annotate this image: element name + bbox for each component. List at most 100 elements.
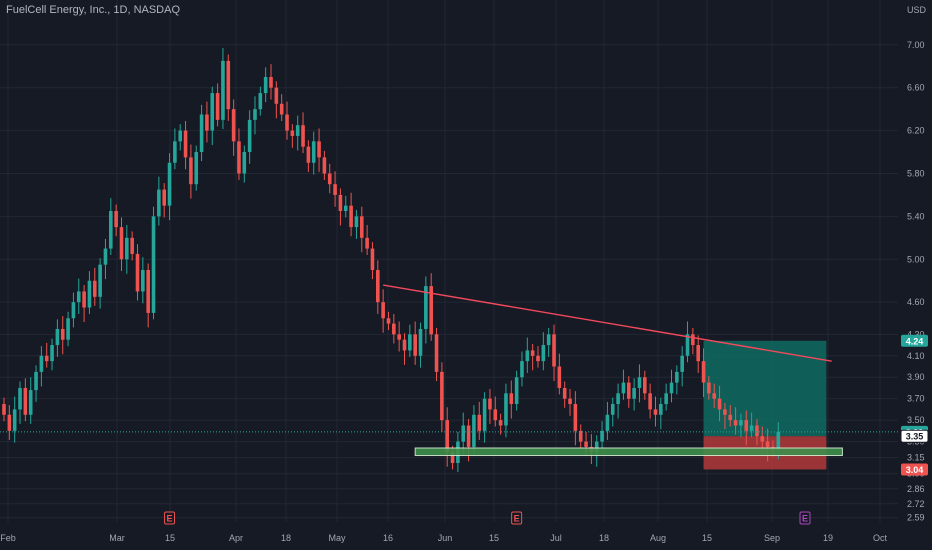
- x-tick-label: 19: [823, 533, 833, 543]
- candle-body: [413, 334, 417, 356]
- candle-body: [685, 334, 690, 356]
- candle-body: [498, 420, 503, 426]
- candle-body: [167, 162, 172, 206]
- candle-body: [205, 114, 209, 131]
- earnings-marker-label: E: [802, 514, 808, 524]
- y-tick-label: 3.90: [907, 372, 925, 382]
- candle-body: [39, 355, 44, 372]
- candle-body: [568, 398, 572, 405]
- candle-body: [253, 109, 257, 120]
- x-tick-label: Apr: [229, 533, 243, 543]
- candle-body: [237, 141, 241, 174]
- time-axis[interactable]: Feb Mar 15 Apr 18 May 16 Jun 15 Jul 18 Aug 15 Sep 19 Oc…: [0, 533, 887, 543]
- y-tick-label: 5.80: [907, 168, 925, 178]
- candle-body: [493, 409, 498, 421]
- candle-body: [509, 393, 514, 405]
- candle-body: [675, 371, 679, 383]
- x-tick-label: 18: [281, 533, 291, 543]
- candle-body: [557, 366, 562, 388]
- candle-body: [109, 211, 113, 249]
- candle-body: [18, 387, 22, 410]
- x-tick-label: Jul: [550, 533, 562, 543]
- candle-body: [392, 323, 396, 335]
- candle-body: [157, 189, 161, 217]
- x-tick-label: Sep: [764, 533, 780, 543]
- candle-body: [279, 103, 284, 115]
- candle-body: [306, 146, 311, 163]
- candle-body: [482, 398, 487, 431]
- candle-body: [696, 345, 700, 362]
- x-tick-label: 15: [489, 533, 499, 543]
- candle-body: [578, 430, 583, 442]
- candle-body: [311, 141, 316, 163]
- y-tick-label: 5.00: [907, 254, 925, 264]
- candle-body: [477, 414, 482, 431]
- candle-body: [600, 430, 604, 442]
- candle-body: [707, 382, 711, 394]
- candle-body: [263, 76, 268, 94]
- candle-body: [765, 441, 770, 447]
- y-tick-label: 4.60: [907, 297, 925, 307]
- candle-body: [221, 60, 225, 120]
- price-tag-crosshair-label: 3.35: [906, 432, 924, 442]
- candle-body: [616, 393, 620, 405]
- earnings-marker-label: E: [514, 514, 520, 524]
- y-tick-label: 5.40: [907, 211, 925, 221]
- candle-body: [135, 253, 140, 292]
- candle-body: [621, 382, 626, 394]
- x-tick-label: Mar: [109, 533, 125, 543]
- candle-body: [402, 339, 407, 351]
- candle-body: [717, 398, 722, 410]
- x-tick-label: Jun: [438, 533, 453, 543]
- candle-body: [349, 205, 353, 228]
- candle-body: [322, 157, 327, 174]
- candle-body: [728, 414, 733, 421]
- candle-body: [141, 270, 145, 292]
- candle-body: [354, 216, 359, 228]
- price-axis[interactable]: 7.00 6.60 6.20 5.80 5.40 5.00 4.60 4.30 4.10 3.90…: [907, 5, 927, 523]
- candle-body: [44, 355, 49, 362]
- chart-title: FuelCell Energy, Inc., 1D, NASDAQ: [6, 4, 181, 16]
- candle-body: [472, 414, 476, 447]
- candle-body: [723, 409, 727, 415]
- candle-body: [50, 345, 54, 362]
- candle-body: [359, 216, 364, 238]
- candle-body: [173, 141, 177, 163]
- candle-body: [514, 377, 519, 405]
- candle-body: [210, 93, 215, 131]
- candle-body: [573, 404, 578, 431]
- candle-body: [434, 334, 439, 372]
- candle-body: [12, 409, 17, 431]
- candle-body: [525, 350, 530, 362]
- candle-body: [92, 280, 97, 297]
- candle-body: [376, 270, 380, 303]
- price-tag-stop-label: 3.04: [906, 465, 924, 475]
- x-tick-label: Aug: [650, 533, 666, 543]
- support-zone: [414, 447, 843, 457]
- y-tick-label: 3.70: [907, 394, 925, 404]
- candle-body: [733, 420, 738, 426]
- candle-body: [536, 355, 540, 362]
- candle-body: [71, 302, 76, 319]
- candle-body: [594, 441, 599, 453]
- candle-body: [55, 328, 60, 346]
- y-tick-label: 6.60: [907, 83, 925, 93]
- y-tick-label: 2.72: [907, 499, 925, 509]
- candle-body: [653, 409, 658, 415]
- y-tick-label: 2.86: [907, 484, 925, 494]
- candle-body: [274, 87, 279, 104]
- candle-body: [226, 60, 231, 110]
- candle-body: [327, 173, 332, 185]
- candle-body: [76, 291, 81, 303]
- candle-body: [114, 211, 118, 228]
- candle-body: [643, 377, 647, 394]
- candle-body: [541, 345, 546, 362]
- x-tick-label: 15: [165, 533, 175, 543]
- candle-body: [680, 355, 684, 372]
- price-tags: 4.243.393.353.04: [900, 334, 929, 476]
- price-tag-target-label: 4.24: [906, 336, 924, 346]
- earnings-marker: [799, 511, 811, 525]
- candle-body: [189, 157, 193, 185]
- candle-body: [610, 404, 615, 415]
